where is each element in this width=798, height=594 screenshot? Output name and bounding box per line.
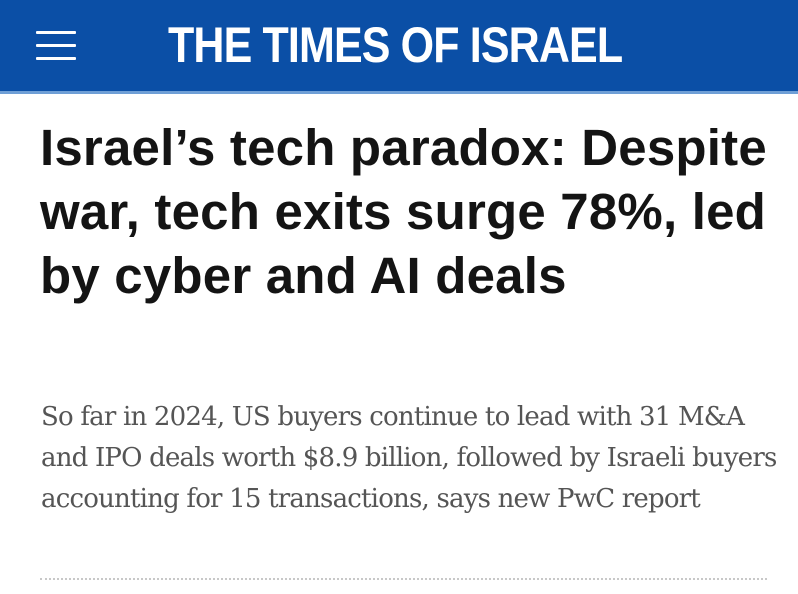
- site-header: THE TIMES OF ISRAEL: [0, 0, 798, 94]
- hamburger-menu-icon[interactable]: [30, 25, 80, 67]
- menu-bar-line: [36, 31, 76, 34]
- menu-bar-line: [36, 57, 76, 60]
- dotted-divider: [40, 578, 767, 580]
- site-logo[interactable]: THE TIMES OF ISRAEL: [168, 17, 623, 73]
- article-subheadline: So far in 2024, US buyers continue to le…: [41, 402, 777, 514]
- article-headline: Israel’s tech paradox: Despite war, tech…: [40, 119, 767, 304]
- menu-bar-line: [36, 44, 76, 47]
